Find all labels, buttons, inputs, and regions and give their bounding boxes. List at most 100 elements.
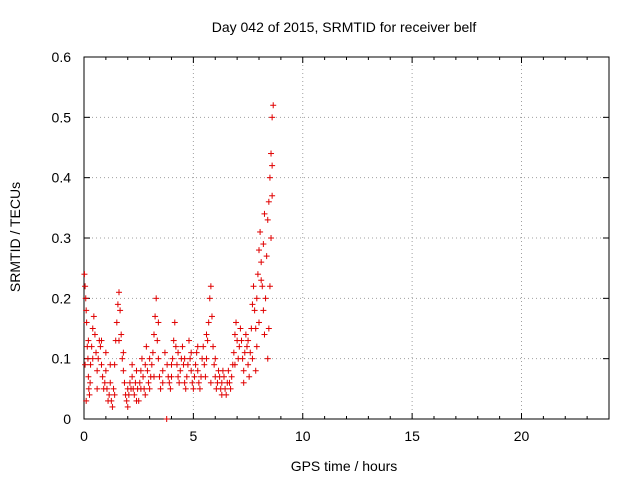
- data-point: [140, 373, 147, 380]
- data-point: [169, 355, 176, 362]
- data-point: [188, 367, 195, 374]
- data-point: [270, 102, 277, 109]
- data-point: [240, 379, 247, 386]
- data-point: [212, 355, 219, 362]
- data-point: [113, 319, 120, 326]
- y-tick-label: 0.5: [52, 109, 72, 125]
- data-point: [210, 343, 217, 350]
- data-point: [246, 373, 253, 380]
- data-point: [186, 337, 192, 344]
- data-point: [103, 385, 110, 392]
- y-tick-labels: 0 0.1 0.2 0.3 0.4 0.5 0.6: [52, 49, 72, 427]
- data-point: [109, 403, 116, 410]
- data-point: [152, 313, 159, 320]
- data-point: [98, 337, 105, 344]
- grid-lines: [84, 57, 609, 419]
- data-point: [133, 397, 140, 404]
- data-point: [172, 343, 179, 350]
- data-points: [81, 102, 277, 422]
- data-point: [123, 397, 130, 404]
- x-tick-label: 20: [514, 428, 530, 444]
- x-tick-labels: 0 5 10 15 20: [80, 428, 529, 444]
- data-point: [269, 192, 276, 199]
- data-point: [258, 277, 265, 284]
- data-point: [263, 253, 270, 260]
- data-point: [194, 343, 201, 350]
- data-point: [171, 319, 178, 326]
- data-point: [182, 385, 189, 392]
- y-tick-label: 0: [63, 411, 71, 427]
- data-point: [257, 228, 264, 235]
- data-point: [146, 385, 153, 392]
- data-point: [188, 349, 195, 356]
- data-point: [107, 379, 114, 386]
- data-point: [260, 307, 267, 314]
- data-point: [249, 301, 256, 308]
- data-point: [253, 295, 260, 302]
- data-point: [156, 373, 163, 380]
- data-point: [207, 379, 214, 386]
- data-point: [252, 325, 259, 332]
- data-point: [94, 385, 101, 392]
- data-point: [108, 397, 115, 404]
- data-point: [114, 301, 121, 308]
- data-point: [233, 319, 240, 326]
- data-point: [261, 331, 268, 338]
- data-point: [241, 349, 248, 356]
- data-point: [89, 325, 96, 332]
- data-point: [237, 325, 244, 332]
- data-point: [191, 373, 198, 380]
- data-point: [155, 355, 162, 362]
- data-point: [179, 343, 186, 350]
- data-point: [265, 325, 272, 332]
- data-point: [116, 337, 122, 344]
- data-point: [159, 379, 166, 386]
- data-point: [87, 361, 94, 368]
- y-tick-label: 0.2: [52, 290, 72, 306]
- data-point: [129, 373, 136, 380]
- data-point: [181, 379, 188, 386]
- data-point: [94, 367, 101, 374]
- data-point: [107, 361, 114, 368]
- data-point: [222, 385, 229, 392]
- data-point: [201, 361, 208, 368]
- data-point: [153, 295, 160, 302]
- data-point: [173, 361, 180, 368]
- data-point: [120, 367, 127, 374]
- data-point: [170, 337, 177, 344]
- data-point: [85, 373, 92, 380]
- data-point: [148, 361, 155, 368]
- data-point: [264, 355, 271, 362]
- data-point: [269, 114, 276, 121]
- data-point: [85, 385, 92, 392]
- data-point: [118, 331, 125, 338]
- data-point: [136, 379, 143, 386]
- data-point: [258, 259, 265, 266]
- data-point: [187, 355, 194, 362]
- data-point: [126, 379, 133, 386]
- data-point: [189, 379, 196, 386]
- data-point: [168, 361, 175, 368]
- data-point: [211, 361, 218, 368]
- data-point: [125, 391, 132, 398]
- data-point: [81, 271, 88, 278]
- data-point: [155, 319, 162, 326]
- data-point: [230, 349, 237, 356]
- data-point: [101, 379, 108, 386]
- data-point: [121, 379, 128, 386]
- data-point: [95, 355, 102, 362]
- data-point: [176, 379, 183, 386]
- data-point: [151, 373, 157, 380]
- data-point: [116, 289, 122, 296]
- data-point: [166, 379, 173, 386]
- data-point: [225, 367, 232, 374]
- chart-title: Day 042 of 2015, SRMTID for receiver bel…: [212, 19, 477, 35]
- data-point: [266, 283, 273, 290]
- data-point: [86, 391, 93, 398]
- data-point: [228, 373, 235, 380]
- data-point: [106, 391, 113, 398]
- data-point: [261, 210, 268, 217]
- data-point: [205, 319, 212, 326]
- data-point: [240, 367, 247, 374]
- data-point: [247, 349, 254, 356]
